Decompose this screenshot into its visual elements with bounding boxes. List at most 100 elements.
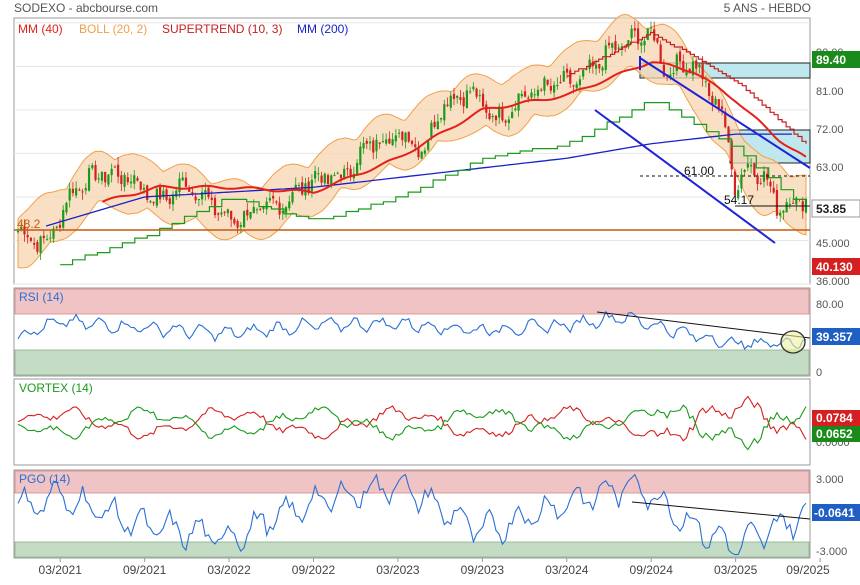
candle-body — [730, 140, 733, 170]
candle-body — [698, 64, 701, 68]
candle-body — [766, 173, 769, 180]
candle-body — [117, 164, 120, 177]
candle-body — [346, 168, 349, 170]
candle-body — [333, 174, 336, 176]
candle-body — [452, 93, 456, 100]
candle-body — [517, 93, 520, 111]
candle-body — [62, 209, 65, 228]
candle-body — [491, 115, 494, 118]
candle-body — [162, 190, 165, 198]
candle-body — [58, 224, 62, 228]
x-tick-label: 03/2021 — [39, 563, 83, 577]
candle-body — [523, 91, 527, 97]
rsi-trendline — [596, 311, 811, 339]
candle-body — [207, 187, 210, 198]
candle-body — [230, 210, 233, 220]
candle-body — [100, 171, 104, 181]
vortex-positive-line — [17, 404, 807, 451]
candle-body — [323, 173, 326, 184]
candle-body — [268, 198, 272, 201]
candle-body — [465, 90, 469, 109]
candle-body — [775, 189, 779, 216]
candle-body — [407, 131, 410, 142]
x-tick-label: 03/2025 — [714, 563, 758, 577]
candle-body — [782, 210, 785, 213]
candle-body — [779, 212, 782, 216]
candle-body — [197, 198, 200, 201]
candle-body — [433, 121, 436, 127]
candle-body — [546, 79, 549, 85]
candle-body — [110, 168, 113, 176]
chart-header-left: SODEXO - abcbourse.com — [14, 1, 158, 15]
candle-body — [624, 45, 627, 47]
pgo-lower-band — [14, 541, 810, 558]
candle-body — [26, 235, 29, 238]
candle-body — [136, 178, 139, 181]
candle-body — [511, 112, 514, 119]
vortex-badge-green-bg — [812, 426, 860, 442]
candle-body — [39, 236, 42, 253]
candle-body — [104, 171, 107, 183]
candle-body — [582, 69, 585, 77]
x-tick-label: 09/2022 — [292, 563, 336, 577]
candle-body — [152, 202, 155, 204]
candle-body — [633, 28, 636, 31]
legend-boll: BOLL (20, 2) — [79, 22, 147, 36]
candle-body — [446, 104, 449, 106]
candle-body — [246, 209, 249, 216]
x-tick-label: 09/2025 — [786, 563, 830, 577]
candle-body — [607, 42, 611, 46]
candle-body — [355, 162, 359, 176]
candle-body — [469, 91, 472, 93]
x-tick-label: 09/2023 — [461, 563, 505, 577]
candle-body — [330, 175, 333, 187]
candle-body — [91, 165, 94, 169]
candle-body — [404, 132, 407, 143]
candle-body — [536, 89, 540, 96]
candle-body — [175, 190, 178, 197]
rsi-y-0: 0 — [816, 367, 822, 379]
candle-body — [343, 168, 346, 180]
candle-body — [594, 64, 598, 69]
candle-body — [443, 104, 446, 121]
candle-body — [656, 38, 659, 43]
candle-body — [381, 141, 385, 143]
candle-body — [410, 140, 414, 144]
y-label-45: 45.000 — [816, 238, 850, 250]
legend-mm200: MM (200) — [297, 22, 348, 36]
candle-body — [65, 202, 68, 213]
candle-body — [233, 218, 236, 224]
candle-body — [708, 82, 711, 96]
candle-body — [527, 97, 530, 99]
candle-body — [565, 68, 569, 73]
candle-body — [385, 139, 388, 144]
level-54-label: 54.17 — [724, 193, 754, 207]
candle-body — [123, 174, 126, 187]
candle-body — [646, 28, 649, 41]
candle-body — [272, 195, 275, 199]
candle-body — [220, 212, 223, 215]
candle-body — [762, 171, 766, 182]
candle-body — [498, 106, 501, 118]
level-61-label: 61.00 — [684, 164, 714, 178]
vortex-badge-red-bg — [812, 410, 860, 426]
candle-body — [414, 144, 417, 148]
candle-body — [249, 211, 252, 219]
candle-body — [462, 97, 465, 107]
candle-body — [349, 168, 352, 177]
candle-body — [520, 93, 523, 97]
candle-body — [294, 184, 297, 190]
candle-body — [317, 173, 320, 175]
candle-body — [194, 196, 197, 201]
candle-body — [475, 88, 478, 97]
candle-body — [649, 27, 653, 29]
candle-body — [146, 185, 149, 200]
candle-body — [87, 168, 91, 191]
candle-body — [36, 242, 39, 252]
badge-89-text: 89.40 — [816, 53, 846, 67]
candle-body — [375, 139, 378, 152]
candle-body — [617, 47, 620, 49]
candle-body — [488, 113, 491, 120]
candle-body — [549, 85, 552, 91]
